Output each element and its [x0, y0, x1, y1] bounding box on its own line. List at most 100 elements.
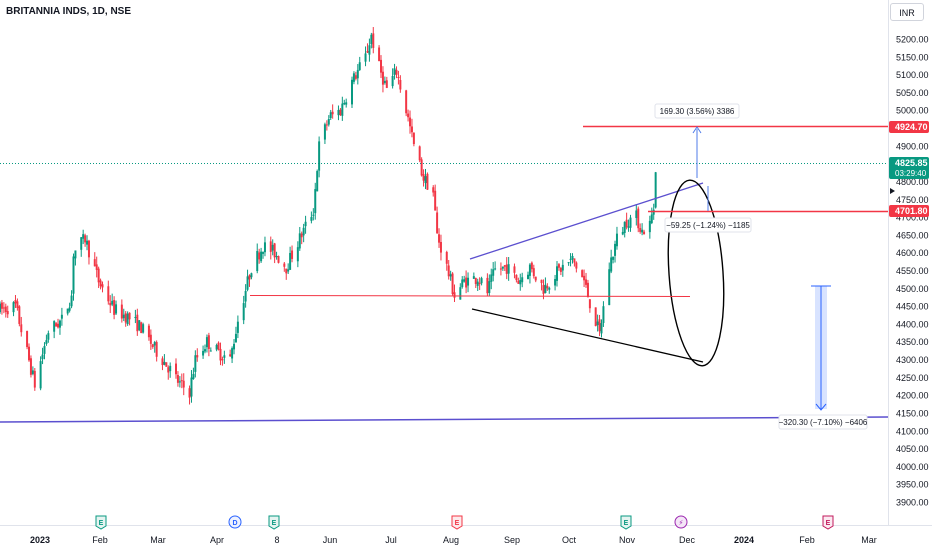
candle	[585, 279, 588, 285]
time-tick-label: 2024	[734, 535, 754, 545]
time-tick-label: 2023	[30, 535, 50, 545]
candle	[422, 174, 425, 181]
time-tick-label: Dec	[679, 535, 696, 545]
candle	[312, 214, 315, 216]
time-tick-label: Aug	[443, 535, 459, 545]
candle	[331, 111, 334, 115]
candle	[256, 250, 259, 272]
candle	[155, 342, 158, 357]
candle	[519, 279, 522, 285]
long-trendline	[0, 416, 889, 423]
candle	[339, 109, 342, 116]
candle	[202, 350, 205, 356]
candle	[84, 235, 87, 243]
candle	[463, 279, 466, 282]
candle	[269, 241, 272, 252]
candle	[277, 256, 280, 263]
time-tick-label: Apr	[210, 535, 224, 545]
candle	[289, 252, 292, 270]
candle	[196, 355, 199, 358]
time-tick-label: Oct	[562, 535, 577, 545]
current-price-tag	[889, 157, 929, 179]
candle	[561, 264, 564, 271]
event-badge-shape	[620, 515, 632, 530]
candle	[314, 189, 317, 214]
candle	[476, 281, 479, 286]
event-badge-shape	[822, 515, 834, 530]
candle	[372, 33, 375, 48]
candle	[246, 276, 249, 290]
candle	[494, 268, 497, 270]
candle	[556, 266, 559, 281]
time-tick-label: 8	[274, 535, 279, 545]
candle	[124, 313, 127, 323]
candle	[393, 68, 396, 75]
candle	[461, 279, 464, 287]
candle	[233, 343, 236, 350]
event-badge-earnings-up: E	[620, 515, 632, 530]
events: E D E E E ⚡ E	[95, 515, 834, 530]
candle	[236, 321, 239, 333]
candle	[499, 268, 502, 270]
candle	[474, 278, 477, 284]
current-price-text: 4825.85	[895, 158, 928, 168]
candle	[190, 377, 193, 397]
candle	[12, 302, 15, 313]
event-badge-shape	[95, 515, 107, 530]
currency-selector[interactable]: INR	[890, 3, 924, 21]
candle	[521, 277, 524, 283]
candle	[405, 90, 408, 114]
measure-label-bg	[654, 103, 740, 119]
candle	[300, 233, 303, 238]
candle	[229, 354, 232, 357]
price-tick-label: 4100.00	[896, 426, 929, 436]
event-badge-letter: E	[99, 520, 104, 527]
candle	[602, 306, 605, 324]
candle	[391, 75, 394, 87]
measure-up-arrowhead	[692, 126, 702, 134]
candle	[583, 275, 586, 281]
candle	[544, 284, 547, 293]
candle	[327, 119, 330, 125]
candle	[540, 279, 543, 284]
candle	[115, 304, 118, 314]
price-tick-label: 4150.00	[896, 408, 929, 418]
candle	[358, 62, 361, 70]
candle	[134, 316, 137, 318]
candle	[505, 264, 508, 274]
price-tick-label: 3950.00	[896, 480, 929, 490]
candle	[364, 53, 367, 62]
candle	[610, 257, 613, 272]
candle	[639, 228, 642, 232]
candle	[285, 268, 288, 274]
candle	[385, 80, 388, 88]
candle	[637, 208, 640, 229]
candle	[548, 287, 551, 290]
candle	[304, 221, 307, 227]
candle	[648, 220, 651, 233]
candle	[33, 370, 36, 388]
price-tick-label: 4650.00	[896, 230, 929, 240]
candle	[337, 109, 340, 116]
candle	[113, 300, 116, 315]
candle	[352, 73, 355, 82]
level-price-tag	[889, 205, 929, 217]
candle	[407, 113, 410, 118]
candle	[28, 346, 31, 361]
candle	[573, 258, 576, 263]
candle	[82, 234, 85, 239]
candle	[66, 308, 69, 314]
candle	[381, 71, 384, 85]
candle	[18, 306, 21, 324]
candle	[654, 172, 657, 208]
time-axis: 2023 Feb Mar Apr 8 Jun Jul Aug Sep Oct Nov Dec 2024 F…	[0, 525, 932, 545]
time-tick-label: Jul	[385, 535, 397, 545]
candle	[492, 269, 495, 276]
candle	[55, 323, 58, 327]
candle	[345, 102, 348, 105]
candle	[151, 344, 154, 347]
event-badge-earnings-up: E	[95, 515, 107, 530]
candle	[596, 321, 599, 326]
